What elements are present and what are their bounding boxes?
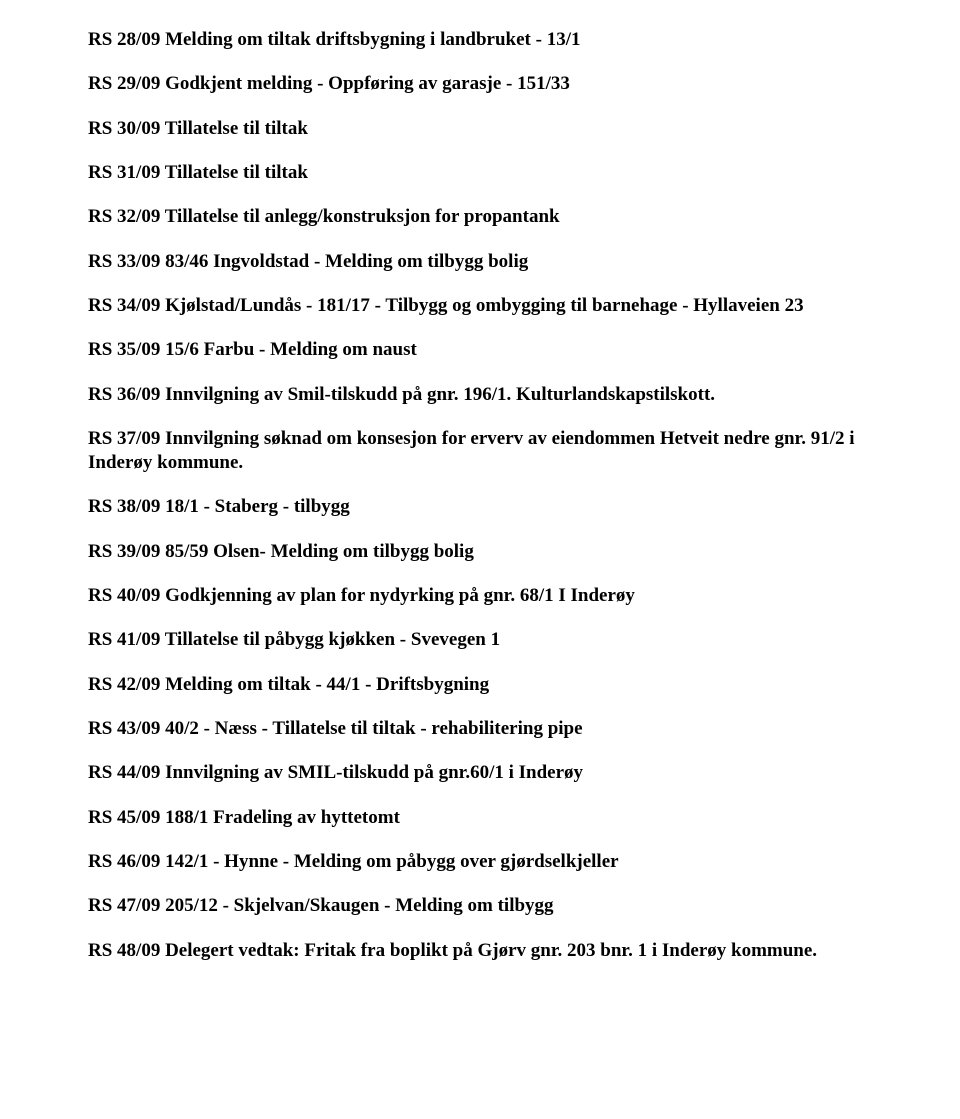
- list-item: RS 32/09 Tillatelse til anlegg/konstruks…: [88, 205, 872, 229]
- list-item: RS 43/09 40/2 - Næss - Tillatelse til ti…: [88, 717, 872, 741]
- list-item: RS 37/09 Innvilgning søknad om konsesjon…: [88, 427, 872, 476]
- list-item: RS 42/09 Melding om tiltak - 44/1 - Drif…: [88, 673, 872, 697]
- list-item: RS 46/09 142/1 - Hynne - Melding om påby…: [88, 850, 872, 874]
- list-item: RS 35/09 15/6 Farbu - Melding om naust: [88, 338, 872, 362]
- list-item: RS 29/09 Godkjent melding - Oppføring av…: [88, 72, 872, 96]
- list-item: RS 44/09 Innvilgning av SMIL-tilskudd på…: [88, 761, 872, 785]
- list-item: RS 45/09 188/1 Fradeling av hyttetomt: [88, 806, 872, 830]
- list-item: RS 48/09 Delegert vedtak: Fritak fra bop…: [88, 939, 872, 963]
- list-item: RS 41/09 Tillatelse til påbygg kjøkken -…: [88, 628, 872, 652]
- list-item: RS 31/09 Tillatelse til tiltak: [88, 161, 872, 185]
- list-item: RS 34/09 Kjølstad/Lundås - 181/17 - Tilb…: [88, 294, 872, 318]
- list-item: RS 47/09 205/12 - Skjelvan/Skaugen - Mel…: [88, 894, 872, 918]
- list-item: RS 38/09 18/1 - Staberg - tilbygg: [88, 495, 872, 519]
- list-item: RS 39/09 85/59 Olsen- Melding om tilbygg…: [88, 540, 872, 564]
- list-item: RS 33/09 83/46 Ingvoldstad - Melding om …: [88, 250, 872, 274]
- list-item: RS 28/09 Melding om tiltak driftsbygning…: [88, 28, 872, 52]
- list-item: RS 30/09 Tillatelse til tiltak: [88, 117, 872, 141]
- list-item: RS 40/09 Godkjenning av plan for nydyrki…: [88, 584, 872, 608]
- list-item: RS 36/09 Innvilgning av Smil-tilskudd på…: [88, 383, 872, 407]
